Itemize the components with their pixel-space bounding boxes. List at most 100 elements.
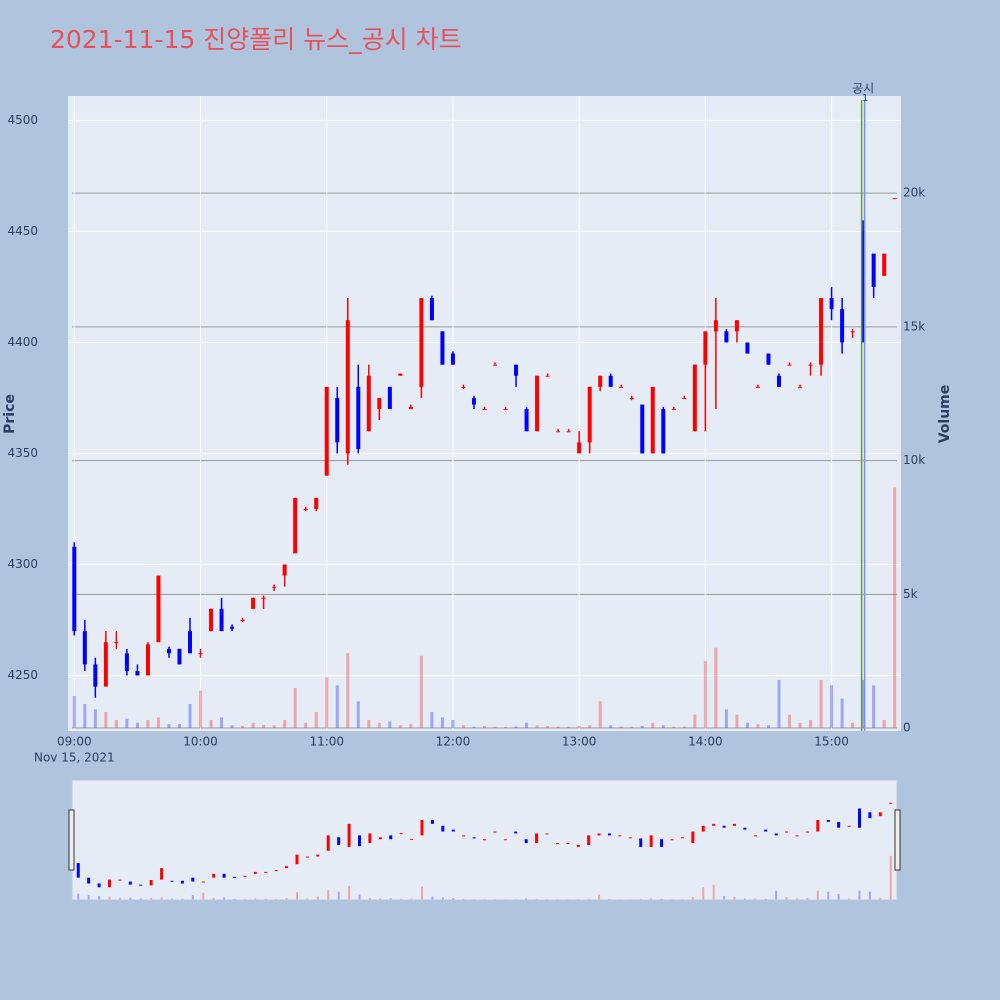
candle-body — [819, 298, 824, 365]
slider-volume — [806, 898, 809, 900]
candle-body — [82, 631, 87, 665]
slider-volume — [368, 898, 371, 900]
volume-bar — [177, 724, 181, 729]
slider-volume — [223, 897, 226, 900]
volume-bar — [262, 724, 266, 729]
candle-body — [314, 497, 319, 509]
annotation-text: 공시 — [852, 82, 874, 96]
slider-volume — [723, 896, 726, 900]
volume-bar — [788, 714, 792, 729]
candle-body — [387, 386, 392, 410]
slider-volume — [889, 855, 892, 900]
candle-body — [514, 364, 519, 376]
slider-candle — [608, 833, 611, 836]
candle-body — [640, 404, 645, 454]
slider-candle — [618, 835, 622, 837]
volume-bar — [461, 725, 465, 729]
candle-body — [713, 320, 718, 332]
volume-bar — [756, 724, 760, 729]
annotation-label: 1 — [862, 93, 868, 104]
candle-body — [103, 642, 108, 687]
slider-candle — [493, 831, 497, 833]
candle-body — [440, 331, 445, 365]
volume-bar — [483, 725, 486, 729]
slider-candle — [274, 870, 278, 871]
slider-volume — [202, 892, 205, 900]
candle-body — [755, 386, 760, 388]
candle-body — [419, 298, 424, 387]
slider-volume — [879, 898, 882, 900]
slider-candle — [233, 876, 236, 878]
slider-volume — [712, 884, 715, 900]
slider-volume — [598, 894, 601, 900]
volume-bar — [146, 720, 150, 729]
volume-bar — [777, 679, 781, 729]
slider-volume — [191, 895, 194, 900]
volume-bar — [819, 679, 823, 729]
volume-bar — [703, 661, 707, 729]
slider-candle — [878, 812, 882, 817]
slider-handle[interactable] — [68, 809, 75, 871]
slider-candle — [628, 837, 632, 839]
chart-title: 2021-11-15 진양폴리 뉴스_공시 차트 — [50, 25, 462, 54]
volume-bar — [377, 722, 381, 729]
volume-bar — [630, 726, 634, 729]
x-tick-label: 11:00 — [309, 735, 344, 749]
candle-body — [219, 608, 224, 632]
slider-candle — [170, 880, 174, 882]
volume-bar — [241, 725, 245, 729]
slider-candle — [118, 879, 122, 881]
candle-body — [650, 386, 655, 454]
slider-volume — [431, 896, 434, 900]
slider-candle — [785, 831, 789, 833]
plot-area — [68, 96, 901, 731]
volume-bar — [546, 725, 550, 729]
volume-bar — [156, 717, 160, 729]
candle-body — [177, 648, 182, 665]
candle-body — [335, 397, 340, 443]
candle-body — [671, 409, 676, 411]
slider-candle — [410, 838, 414, 840]
volume-bar — [272, 725, 276, 729]
volume-bar — [588, 725, 592, 729]
y-tick-label: 4350 — [7, 446, 38, 460]
volume-bar — [325, 677, 329, 729]
slider-volume — [441, 897, 444, 900]
slider-candle — [764, 829, 768, 832]
slider-candle — [816, 820, 820, 832]
candle-body — [882, 253, 887, 276]
candle-body — [703, 331, 708, 365]
slider-candle — [420, 820, 424, 836]
candle-body — [861, 231, 866, 343]
slider-volume — [650, 898, 653, 900]
volume-bar — [861, 679, 865, 729]
volume-bar — [472, 726, 476, 729]
slider-candle — [87, 877, 91, 884]
slider-candle — [712, 823, 716, 826]
slider-volume — [108, 896, 111, 900]
slider-candle — [222, 873, 226, 878]
candle-body — [798, 386, 803, 388]
volume-bar — [398, 725, 402, 729]
candle-body — [766, 353, 771, 365]
slider-volume — [337, 891, 340, 900]
slider-candle — [139, 884, 143, 886]
slider-volume — [816, 890, 819, 900]
slider-handle[interactable] — [894, 809, 901, 871]
y-axis-title: Price — [2, 394, 18, 434]
candle-body — [734, 320, 739, 332]
volume-bar — [104, 712, 108, 729]
volume-bar — [430, 712, 434, 729]
candle-body — [240, 619, 245, 621]
slider-volume — [868, 891, 871, 900]
candle-body — [377, 397, 382, 410]
slider-candle — [535, 833, 539, 844]
slider-candle — [253, 871, 257, 874]
x-tick-label: 15:00 — [814, 735, 849, 749]
slider-volume — [702, 887, 705, 900]
volume-bar — [283, 720, 287, 729]
candle-body — [209, 608, 214, 632]
y2-tick-label: 15k — [903, 319, 925, 333]
candle-body — [587, 386, 592, 443]
volume-bar — [766, 725, 770, 729]
